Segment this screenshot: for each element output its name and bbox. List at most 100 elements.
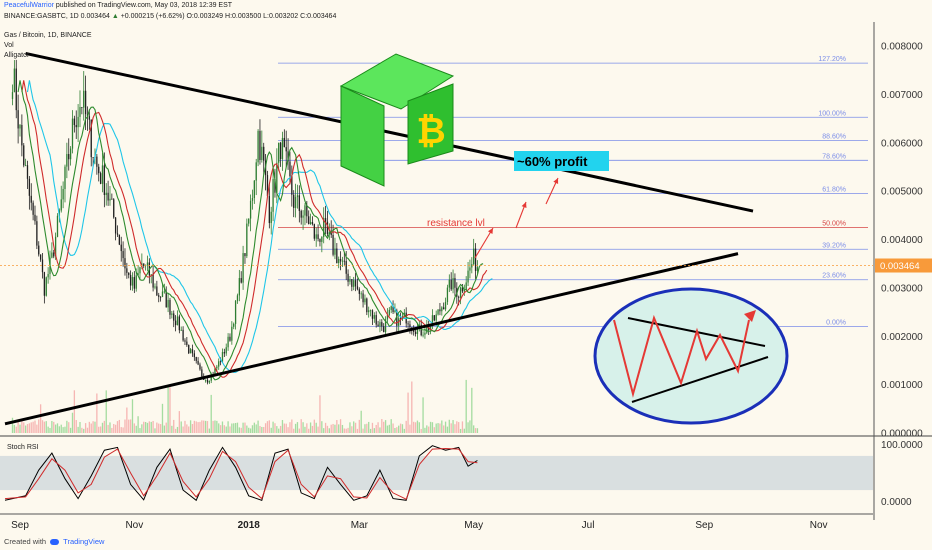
candle-body <box>347 273 349 282</box>
volume-bar <box>49 427 51 433</box>
arrow-3-head <box>553 178 559 184</box>
volume-bar <box>339 419 342 433</box>
volume-bar <box>176 426 179 433</box>
candle-body <box>336 248 338 264</box>
volume-bar <box>66 420 68 433</box>
candle-body <box>116 233 119 235</box>
candle-body <box>111 198 113 200</box>
legend-vol[interactable]: Vol <box>4 42 14 49</box>
volume-bar <box>332 423 334 433</box>
rsi-title: Stoch RSI <box>7 444 39 451</box>
candle-body <box>248 218 250 224</box>
candle-body <box>420 324 422 336</box>
volume-bar <box>266 421 269 433</box>
volume-bar <box>188 426 190 433</box>
candle-body <box>165 291 167 308</box>
candle-body <box>283 137 285 148</box>
candle-body <box>184 340 186 342</box>
rsi-band <box>0 455 873 491</box>
candle-body <box>414 331 417 335</box>
time-axis-tick: Sep <box>695 520 713 531</box>
created-with: Created with <box>4 537 47 546</box>
volume-bar <box>128 419 130 433</box>
candle-body <box>137 273 139 276</box>
candle-body <box>448 279 450 288</box>
candle-body <box>356 286 359 290</box>
volume-bar <box>264 423 267 433</box>
candle-body <box>429 324 432 330</box>
volume-bar <box>34 420 36 433</box>
volume-bar <box>137 416 139 433</box>
candle-body <box>416 327 419 335</box>
published-text: published on TradingView.com, May 03, 20… <box>55 2 233 9</box>
legend-alligator[interactable]: Alligator <box>4 52 30 59</box>
candle-body <box>193 353 196 358</box>
volume-bar <box>458 422 460 433</box>
rsi-series-d <box>4 447 478 500</box>
volume-bar <box>328 428 330 433</box>
candle-body <box>216 366 218 369</box>
candle-body <box>388 309 390 315</box>
volume-bar <box>53 421 55 433</box>
candle-body <box>332 234 334 255</box>
volume-bar <box>452 420 454 433</box>
time-axis-tick: Nov <box>810 520 828 531</box>
volume-bar <box>358 419 360 433</box>
candle-body <box>459 287 462 298</box>
volume-bar <box>471 387 473 433</box>
volume-bar <box>274 423 276 433</box>
author-link[interactable]: PeacefulWarrior <box>4 2 54 9</box>
legend-title[interactable]: Gas / Bitcoin, 1D, BINANCE <box>4 32 92 39</box>
volume-bar <box>293 428 295 433</box>
fib-level-label: 50.00% <box>822 221 846 228</box>
volume-bar <box>23 422 25 433</box>
bitcoin-icon: ₿ <box>416 110 445 151</box>
volume-bar <box>45 421 47 433</box>
candle-body <box>60 199 62 211</box>
volume-bar <box>276 426 278 433</box>
alligator-jaw-line <box>26 80 493 373</box>
volume-bar <box>283 423 285 433</box>
volume-bar <box>418 422 420 433</box>
volume-bar <box>407 392 409 433</box>
tradingview-brand[interactable]: TradingView <box>63 537 105 546</box>
volume-bar <box>195 421 197 433</box>
volume-bar <box>469 420 471 433</box>
candle-body <box>218 361 220 367</box>
candle-body <box>176 316 179 326</box>
candle-body <box>454 277 456 288</box>
candle-body <box>377 324 379 327</box>
candle-body <box>452 277 454 290</box>
candle-body <box>246 223 248 257</box>
profit-highlight <box>514 151 609 171</box>
volume-bar <box>94 421 96 433</box>
candle-body <box>276 162 278 193</box>
volume-bar <box>109 422 111 433</box>
candle-body <box>182 329 184 341</box>
volume-bar <box>338 424 340 433</box>
candle-body <box>107 192 109 201</box>
volume-bar <box>300 419 302 433</box>
volume-bar <box>221 421 224 433</box>
volume-bar <box>343 428 345 433</box>
candle-body <box>281 137 284 159</box>
fib-level-label: 100.00% <box>818 110 846 117</box>
volume-bar <box>413 421 415 433</box>
candle-body <box>68 154 70 160</box>
candle-body <box>17 110 19 129</box>
candle-body <box>88 116 91 120</box>
volume-bar <box>201 420 203 433</box>
candle-body <box>47 274 49 278</box>
candle-body <box>375 315 377 325</box>
candle-body <box>330 232 332 235</box>
candle-body <box>381 322 383 327</box>
volume-bar <box>21 419 23 433</box>
candle-body <box>422 334 424 336</box>
volume-bar <box>366 423 368 433</box>
volume-bar <box>291 419 293 433</box>
candle-body <box>323 218 325 237</box>
volume-bar <box>261 426 263 433</box>
time-axis-tick: Mar <box>351 520 369 531</box>
volume-bar <box>73 390 76 433</box>
